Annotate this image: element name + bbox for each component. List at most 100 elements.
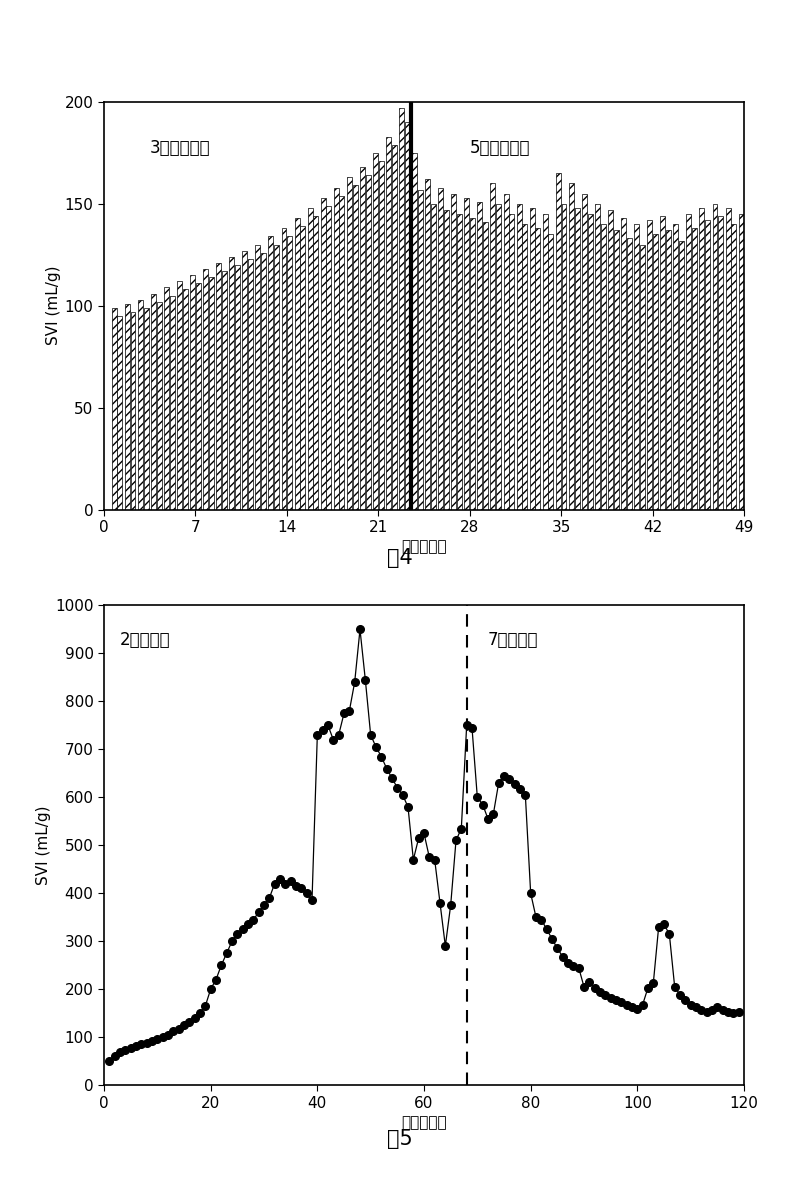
Bar xyxy=(118,317,122,510)
Bar xyxy=(143,308,149,510)
Bar xyxy=(373,152,378,510)
Bar xyxy=(386,137,391,510)
Bar xyxy=(713,204,718,510)
Bar xyxy=(321,198,326,510)
Bar xyxy=(209,277,214,510)
Bar xyxy=(157,302,162,510)
Bar xyxy=(378,161,384,510)
Bar xyxy=(269,236,274,510)
Bar xyxy=(686,215,691,510)
Bar xyxy=(230,257,234,510)
Bar xyxy=(660,216,666,510)
Bar xyxy=(666,230,671,510)
X-axis label: 时间（天）: 时间（天） xyxy=(401,540,447,554)
Bar xyxy=(242,251,247,510)
Bar xyxy=(522,224,527,510)
Bar xyxy=(451,194,456,510)
Y-axis label: SVI (mL/g): SVI (mL/g) xyxy=(36,806,51,885)
Bar xyxy=(692,228,697,510)
Bar xyxy=(483,222,488,510)
Bar xyxy=(326,206,331,510)
Bar xyxy=(334,187,338,510)
Bar xyxy=(287,236,292,510)
Bar xyxy=(718,216,723,510)
Bar xyxy=(496,204,501,510)
Bar xyxy=(535,228,540,510)
Bar xyxy=(164,288,169,510)
Bar xyxy=(674,224,678,510)
Bar xyxy=(647,221,652,510)
Bar xyxy=(282,228,286,510)
Bar xyxy=(248,259,253,510)
Bar xyxy=(261,253,266,510)
Bar xyxy=(731,224,736,510)
Bar xyxy=(431,204,436,510)
Bar xyxy=(621,218,626,510)
Bar xyxy=(353,186,358,510)
Bar xyxy=(203,269,208,510)
Bar xyxy=(549,235,554,510)
Bar xyxy=(112,308,117,510)
Bar xyxy=(366,175,370,510)
Bar xyxy=(608,210,613,510)
Bar xyxy=(634,224,639,510)
Bar xyxy=(556,174,561,510)
Bar xyxy=(640,245,645,510)
Bar xyxy=(457,215,462,510)
Bar xyxy=(399,108,404,510)
Bar xyxy=(216,263,221,510)
Bar xyxy=(196,283,201,510)
Bar xyxy=(438,187,443,510)
X-axis label: 时间（天）: 时间（天） xyxy=(401,1115,447,1129)
Bar xyxy=(569,183,574,510)
Text: 5个好氧格室: 5个好氧格室 xyxy=(470,139,530,157)
Bar xyxy=(138,300,142,510)
Bar xyxy=(392,145,397,510)
Bar xyxy=(478,201,482,510)
Bar xyxy=(444,210,449,510)
Bar xyxy=(360,167,365,510)
Bar xyxy=(412,152,417,510)
Bar xyxy=(582,194,587,510)
Bar xyxy=(470,218,475,510)
Text: 7格室推流: 7格室推流 xyxy=(488,631,538,649)
Bar xyxy=(588,215,593,510)
Bar xyxy=(300,227,306,510)
Text: 3个好氧格室: 3个好氧格室 xyxy=(150,139,210,157)
Text: 图4: 图4 xyxy=(387,548,413,567)
Bar xyxy=(706,221,710,510)
Bar xyxy=(699,207,705,510)
Bar xyxy=(726,207,730,510)
Bar xyxy=(405,122,410,510)
Bar xyxy=(347,177,352,510)
Bar xyxy=(425,180,430,510)
Bar xyxy=(627,239,632,510)
Bar xyxy=(190,276,195,510)
Bar xyxy=(170,296,174,510)
Bar xyxy=(530,207,534,510)
Bar xyxy=(503,194,509,510)
Bar xyxy=(464,198,470,510)
Bar xyxy=(653,235,658,510)
Text: 2格室全混: 2格室全混 xyxy=(120,631,170,649)
Bar xyxy=(130,312,135,510)
Bar xyxy=(601,224,606,510)
Bar xyxy=(510,215,514,510)
Y-axis label: SVI (mL/g): SVI (mL/g) xyxy=(46,266,61,345)
Bar xyxy=(517,204,522,510)
Bar xyxy=(235,265,240,510)
Bar xyxy=(308,207,313,510)
Bar xyxy=(562,204,566,510)
Bar xyxy=(490,183,495,510)
Bar xyxy=(679,241,684,510)
Bar xyxy=(418,189,423,510)
Bar xyxy=(125,303,130,510)
Bar xyxy=(744,230,750,510)
Bar xyxy=(177,282,182,510)
Bar xyxy=(182,289,188,510)
Bar xyxy=(339,195,345,510)
Bar xyxy=(614,230,618,510)
Bar xyxy=(314,216,318,510)
Bar xyxy=(574,207,579,510)
Bar xyxy=(274,245,279,510)
